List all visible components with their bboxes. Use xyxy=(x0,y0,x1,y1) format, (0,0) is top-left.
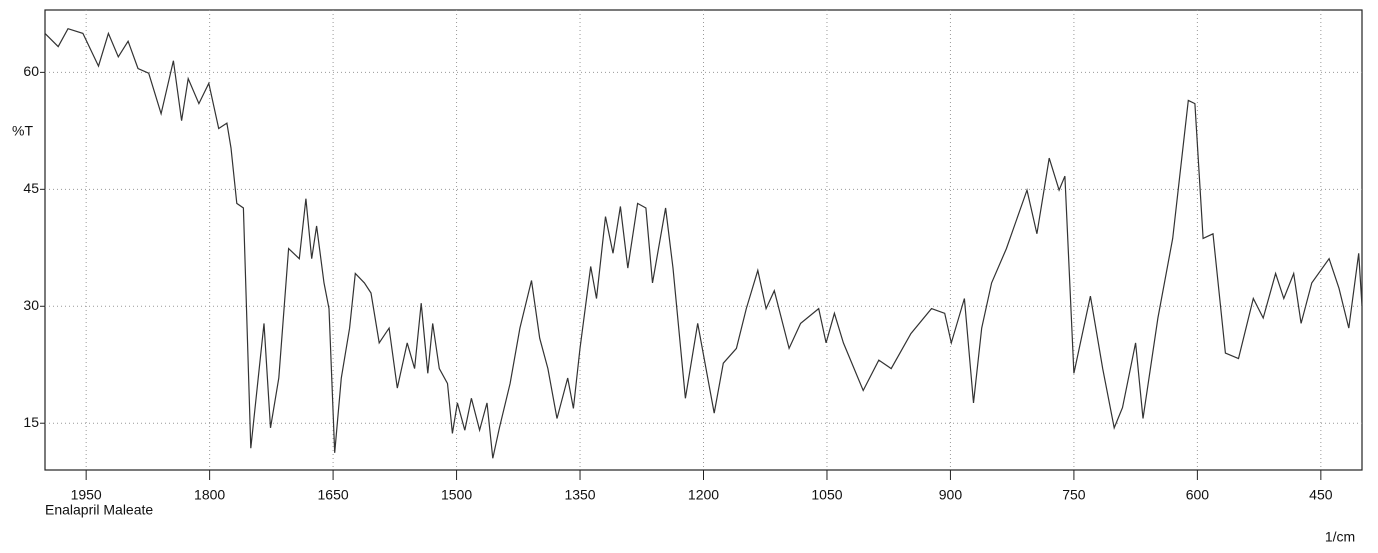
y-tick-label: 15 xyxy=(23,414,39,430)
x-tick-label: 1950 xyxy=(71,487,102,503)
x-tick-label: 1350 xyxy=(564,487,595,503)
x-tick-label: 450 xyxy=(1309,487,1333,503)
x-tick-label: 900 xyxy=(939,487,963,503)
x-tick-label: 600 xyxy=(1186,487,1210,503)
spectrum-line xyxy=(44,27,1363,459)
x-tick-label: 1500 xyxy=(441,487,472,503)
sample-name: Enalapril Maleate xyxy=(45,502,153,518)
plot-frame xyxy=(44,9,1363,471)
x-axis-label: 1/cm xyxy=(1325,529,1355,545)
x-tick-label: 1200 xyxy=(688,487,719,503)
y-axis-label: %T xyxy=(12,123,33,139)
x-tick-label: 1800 xyxy=(194,487,225,503)
x-tick-label: 1050 xyxy=(811,487,842,503)
y-tick-label: 45 xyxy=(23,180,39,196)
y-tick-label: 30 xyxy=(23,297,39,313)
y-tick-label: 60 xyxy=(23,63,39,79)
x-tick-label: 1650 xyxy=(318,487,349,503)
x-tick-label: 750 xyxy=(1062,487,1086,503)
